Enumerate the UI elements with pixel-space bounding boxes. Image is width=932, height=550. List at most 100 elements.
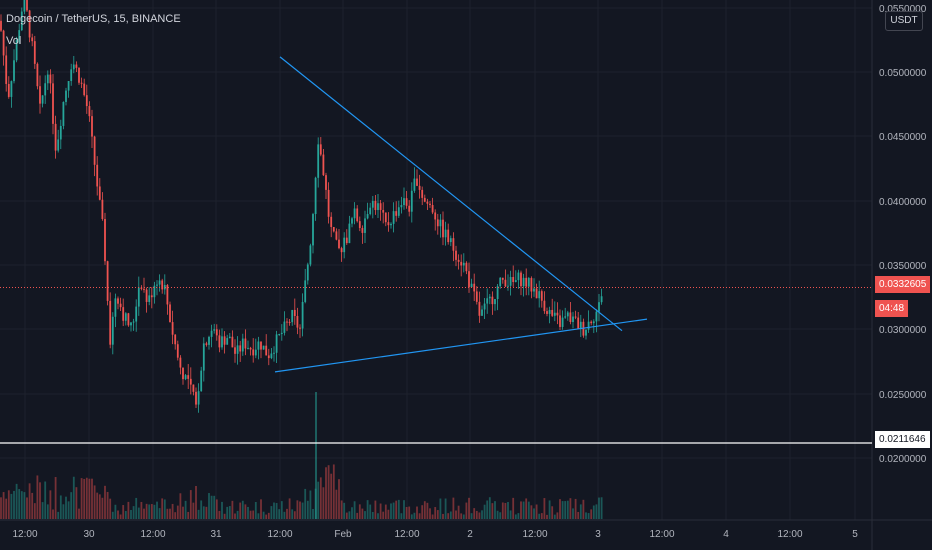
volume-bar — [496, 510, 499, 519]
candle-body — [226, 338, 229, 345]
candle-body — [572, 316, 574, 323]
volume-bar — [273, 502, 275, 519]
candle-body — [335, 231, 338, 240]
symbol-title[interactable]: Dogecoin / TetherUS, 15, BINANCE — [6, 13, 181, 25]
candle-body — [166, 285, 169, 305]
candle-body — [436, 219, 439, 227]
candle-body — [353, 208, 356, 219]
volume-bar — [533, 508, 535, 519]
volume-bar — [449, 511, 452, 519]
volume-bar — [104, 485, 106, 519]
volume-bar — [205, 506, 208, 519]
candle-body — [31, 37, 34, 42]
volume-bar — [122, 505, 125, 519]
volume-bar — [192, 502, 195, 519]
candle-body — [579, 321, 582, 329]
volume-bar — [166, 508, 169, 519]
candle-body — [488, 296, 491, 299]
candle-body — [231, 336, 234, 348]
volume-bar — [218, 510, 221, 519]
candle-body — [569, 312, 572, 323]
candle-body — [423, 197, 426, 202]
volume-bar — [57, 511, 60, 519]
candle-body — [600, 296, 603, 303]
volume-bar — [226, 506, 229, 519]
volume-bar — [530, 505, 533, 519]
volume-bar — [247, 506, 249, 519]
candle-body — [520, 272, 522, 287]
candle-body — [228, 336, 231, 339]
volume-bar — [280, 501, 283, 519]
candle-body — [106, 261, 109, 301]
volume-bar — [353, 501, 356, 519]
volume-indicator-label[interactable]: Vol — [6, 35, 22, 47]
volume-bar — [408, 506, 411, 519]
volume-bar — [36, 475, 39, 519]
candle-body — [46, 74, 49, 84]
hline-price-tag: 0.0211646 — [875, 431, 930, 448]
candle-body — [137, 287, 140, 307]
volume-bar — [153, 504, 156, 519]
candle-body — [143, 288, 145, 290]
volume-bar — [579, 504, 582, 519]
candle-body — [400, 205, 403, 208]
volume-bar — [572, 508, 574, 519]
candle-body — [598, 302, 600, 312]
volume-bar — [267, 512, 270, 519]
candle-body — [88, 106, 91, 117]
candle-body — [257, 341, 260, 350]
volume-bar — [390, 503, 392, 519]
volume-bar — [306, 500, 309, 519]
candle-body — [202, 343, 205, 371]
x-tick-label: 12:00 — [777, 529, 802, 540]
candle-body — [26, 0, 28, 11]
volume-bar — [585, 512, 587, 519]
y-tick-label: 0.0550000 — [879, 4, 927, 15]
volume-bar — [595, 504, 598, 519]
candle-body — [403, 198, 405, 206]
candle-body — [140, 287, 143, 289]
candle-body — [442, 219, 444, 238]
volume-bar — [327, 465, 330, 519]
volume-bar — [0, 497, 2, 519]
x-tick-label: 12:00 — [649, 529, 674, 540]
candle-body — [244, 338, 247, 349]
candle-body — [561, 317, 564, 327]
volume-bar — [265, 514, 268, 519]
candle-body — [499, 277, 502, 287]
candle-body — [104, 219, 106, 262]
candle-body — [187, 375, 190, 379]
volume-bar — [75, 487, 78, 519]
volume-bar — [436, 510, 439, 519]
candle-body — [449, 238, 452, 243]
candle-body — [296, 316, 299, 328]
volume-bar — [109, 498, 112, 519]
candle-body — [366, 214, 369, 219]
volume-bar — [371, 511, 374, 519]
candle-body — [78, 67, 80, 83]
candle-body — [465, 262, 468, 272]
volume-bar — [332, 464, 335, 519]
volume-bar — [65, 496, 67, 519]
volume-bar — [132, 506, 135, 519]
volume-bar — [195, 486, 197, 519]
volume-bar — [335, 489, 338, 519]
volume-bar — [569, 498, 572, 519]
volume-bar — [330, 473, 333, 519]
volume-bar — [429, 508, 431, 519]
volume-bar — [270, 506, 273, 519]
volume-bar — [559, 499, 561, 519]
candle-body — [483, 303, 486, 310]
volume-bar — [176, 505, 179, 519]
currency-button[interactable]: USDT — [885, 11, 923, 31]
candle-body — [369, 207, 372, 215]
candle-body — [548, 309, 551, 314]
candle-body — [80, 82, 83, 84]
volume-bar — [236, 510, 239, 519]
candle-body — [195, 391, 197, 405]
x-tick-label: 31 — [210, 529, 222, 540]
volume-bar — [137, 507, 140, 519]
volume-bar — [322, 487, 325, 519]
candle-body — [179, 357, 182, 368]
